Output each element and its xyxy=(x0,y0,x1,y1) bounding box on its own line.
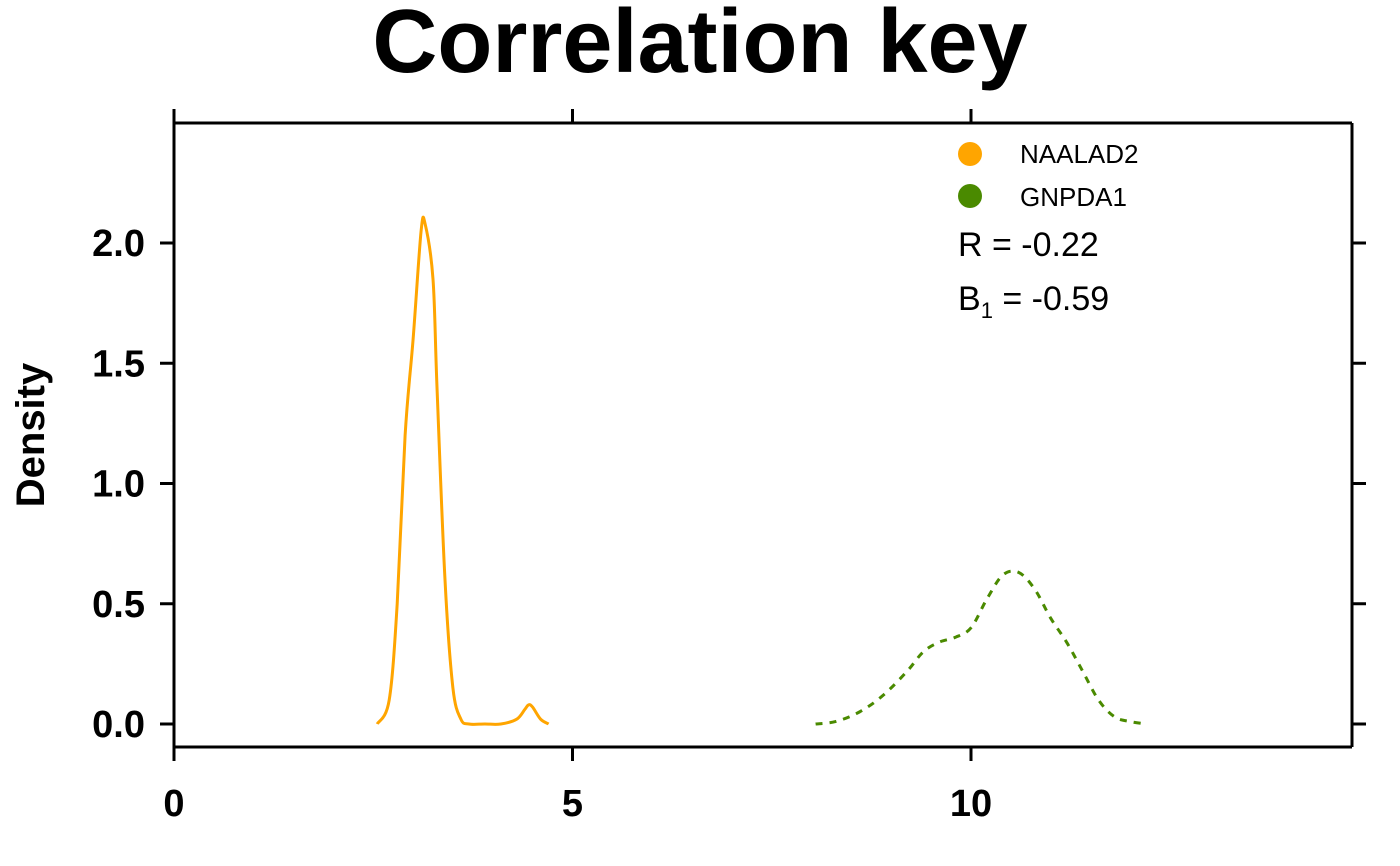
b1-symbol: B xyxy=(958,280,981,318)
legend-label-gnpda1: GNPDA1 xyxy=(1020,182,1127,212)
y-tick-label: 0.5 xyxy=(92,584,145,626)
axis-ticks xyxy=(160,109,1366,761)
plot-frame xyxy=(172,121,1354,749)
b1-value: = -0.59 xyxy=(993,280,1109,318)
x-tick-label: 10 xyxy=(950,783,992,825)
y-tick-label: 1.0 xyxy=(92,464,145,506)
correlation-stats: R = -0.22 B1 = -0.59 xyxy=(958,226,1109,323)
legend: NAALAD2 GNPDA1 xyxy=(958,139,1139,212)
series-line-naalad2 xyxy=(375,215,550,726)
y-tick-label: 0.0 xyxy=(92,704,145,746)
y-tick-label: 2.0 xyxy=(92,223,145,265)
legend-label-naalad2: NAALAD2 xyxy=(1020,139,1139,169)
b1-value-annotation: B1 = -0.59 xyxy=(958,280,1109,323)
b1-subscript: 1 xyxy=(981,298,993,323)
legend-marker-gnpda1 xyxy=(958,184,982,208)
tick-labels: 0 5 10 0.0 0.5 1.0 1.5 2.0 xyxy=(92,223,992,825)
legend-marker-naalad2 xyxy=(958,142,982,166)
x-tick-label: 5 xyxy=(562,783,583,825)
r-value-annotation: R = -0.22 xyxy=(958,226,1099,264)
x-tick-label: 0 xyxy=(163,783,184,825)
y-axis-label: Density xyxy=(9,362,53,507)
series-line-gnpda1 xyxy=(815,569,1147,726)
series-layer xyxy=(375,215,1147,726)
y-tick-label: 1.5 xyxy=(92,343,145,385)
chart-title: Correlation key xyxy=(372,0,1027,92)
